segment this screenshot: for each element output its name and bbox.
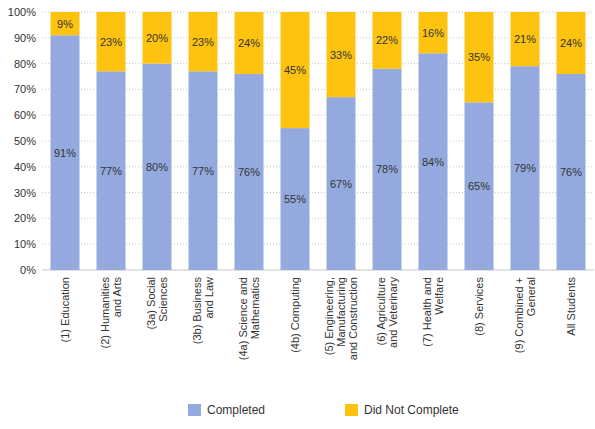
bar — [419, 12, 448, 53]
x-tick-line: (6) Agriculture — [375, 277, 387, 345]
bar — [235, 12, 264, 74]
data-label: 21% — [514, 33, 536, 45]
x-tick-label: (1) Education — [59, 277, 71, 342]
x-tick-label: (3b) Businessand Law — [191, 277, 215, 345]
data-label: 55% — [284, 193, 306, 205]
bar — [281, 12, 310, 128]
bar — [189, 12, 218, 71]
x-tick-line: (4a) Science and — [237, 277, 249, 360]
x-tick-line: and Veterinary — [387, 277, 399, 348]
data-labels: 91% 9% 77% 23% 80% 20% 77% 23% 76% 24% 55% 45% 67% 33… — [54, 18, 582, 205]
data-label: 77% — [192, 165, 214, 177]
x-tick-label: (9) Combined +General — [513, 277, 537, 353]
x-tick-line: Sciences — [157, 277, 169, 322]
bar — [97, 12, 126, 71]
x-tick-line: and Law — [203, 277, 215, 319]
x-tick-line: (4b) Computing — [289, 277, 301, 353]
data-label: 67% — [330, 178, 352, 190]
data-label: 23% — [100, 36, 122, 48]
bar — [465, 12, 494, 102]
y-tick-label: 60% — [14, 109, 36, 121]
bar — [189, 71, 218, 270]
legend-swatch — [188, 404, 201, 416]
data-label: 78% — [376, 163, 398, 175]
bar — [143, 12, 172, 64]
bars — [51, 12, 586, 270]
x-tick-line: (2) Humanities — [99, 277, 111, 349]
y-tick-label: 30% — [14, 187, 36, 199]
data-label: 91% — [54, 147, 76, 159]
chart: 0% 10% 20% 30% 40% 50% 60% 70% 80% 90% 100% 91% 9% 77… — [0, 0, 595, 429]
data-label: 76% — [560, 166, 582, 178]
x-tick-label: (8) Services — [473, 277, 485, 336]
data-label: 45% — [284, 64, 306, 76]
bar — [419, 53, 448, 270]
x-tick-label: (4a) Science andMathematics — [237, 277, 261, 361]
data-label: 65% — [468, 180, 490, 192]
x-tick-line: (9) Combined + — [513, 277, 525, 353]
y-tick-label: 70% — [14, 83, 36, 95]
data-label: 20% — [146, 32, 168, 44]
bar — [465, 102, 494, 270]
legend-swatch — [345, 404, 358, 416]
data-label: 23% — [192, 36, 214, 48]
data-label: 84% — [422, 156, 444, 168]
y-tick-label: 40% — [14, 161, 36, 173]
x-tick-line: All Students — [565, 277, 577, 336]
x-tick-line: (3b) Business — [191, 277, 203, 345]
legend-label: Completed — [207, 403, 265, 417]
data-label: 80% — [146, 161, 168, 173]
bar — [327, 12, 356, 97]
x-tick-line: Manufacturing — [335, 277, 347, 347]
y-tick-label: 10% — [14, 238, 36, 250]
data-label: 79% — [514, 162, 536, 174]
data-label: 33% — [330, 49, 352, 61]
x-tick-line: (3a) Social — [145, 277, 157, 330]
data-label: 76% — [238, 166, 260, 178]
bar — [511, 12, 540, 66]
x-tick-line: (8) Services — [473, 277, 485, 336]
y-tick-label: 0% — [20, 264, 36, 276]
bar — [97, 71, 126, 270]
data-label: 22% — [376, 34, 398, 46]
data-label: 35% — [468, 51, 490, 63]
bar — [143, 64, 172, 270]
y-tick-label: 50% — [14, 135, 36, 147]
data-label: 77% — [100, 165, 122, 177]
x-tick-label: All Students — [565, 277, 577, 336]
bar — [281, 128, 310, 270]
data-label: 16% — [422, 27, 444, 39]
bar — [235, 74, 264, 270]
y-tick-label: 20% — [14, 212, 36, 224]
data-label: 24% — [238, 37, 260, 49]
bar — [373, 69, 402, 270]
y-tick-label: 80% — [14, 58, 36, 70]
x-tick-line: (7) Health and — [421, 277, 433, 347]
bar — [373, 12, 402, 69]
x-tick-line: and Arts — [111, 277, 123, 318]
x-tick-line: and Construction — [347, 277, 359, 360]
x-tick-label: (3a) SocialSciences — [145, 277, 169, 330]
x-tick-line: General — [525, 277, 537, 316]
x-tick-line: (1) Education — [59, 277, 71, 342]
data-label: 24% — [560, 37, 582, 49]
x-tick-line: (5) Engineering, — [323, 277, 335, 355]
bar — [511, 66, 540, 270]
bar — [51, 35, 80, 270]
bar — [557, 74, 586, 270]
bar — [51, 12, 80, 35]
bar — [327, 97, 356, 270]
x-tick-label: (4b) Computing — [289, 277, 301, 353]
x-tick-label: (2) Humanitiesand Arts — [99, 277, 123, 349]
x-tick-line: Mathematics — [249, 277, 261, 340]
x-tick-label: (5) Engineering,Manufacturingand Constru… — [323, 277, 359, 360]
data-label: 9% — [57, 18, 73, 30]
y-tick-label: 90% — [14, 32, 36, 44]
legend-label: Did Not Complete — [364, 403, 459, 417]
y-tick-label: 100% — [8, 6, 36, 18]
x-tick-label: (7) Health andWelfare — [421, 277, 445, 347]
x-tick-line: Welfare — [433, 277, 445, 315]
bar — [557, 12, 586, 74]
x-tick-label: (6) Agricultureand Veterinary — [375, 277, 399, 348]
